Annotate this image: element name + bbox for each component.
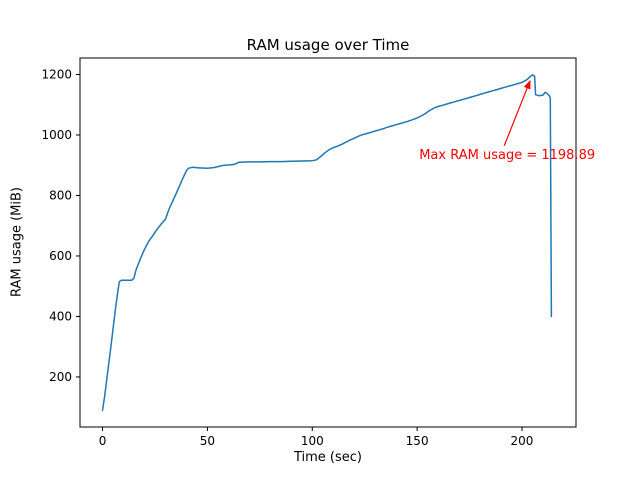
x-axis-label: Time (sec) <box>293 450 362 465</box>
axes-spines <box>79 57 577 428</box>
annotation-arrowhead-icon <box>523 79 531 90</box>
y-tick-label: 1200 <box>41 67 72 81</box>
x-tick-label: 200 <box>511 434 534 448</box>
x-tick-label: 50 <box>200 434 215 448</box>
chart-title: RAM usage over Time <box>246 36 410 54</box>
y-tick-label: 800 <box>49 188 72 202</box>
y-tick-label: 400 <box>49 309 72 323</box>
max-ram-annotation: Max RAM usage = 1198.89 <box>419 147 596 163</box>
annotation-arrow-line <box>503 87 528 146</box>
x-tick-label: 0 <box>99 434 107 448</box>
y-tick-label: 600 <box>49 249 72 263</box>
y-axis-label: RAM usage (MiB) <box>9 187 25 297</box>
x-tick-label: 100 <box>301 434 324 448</box>
x-tick-label: 150 <box>406 434 429 448</box>
y-tick-label: 1000 <box>41 128 72 142</box>
y-tick-label: 200 <box>49 370 72 384</box>
ram-usage-line <box>101 74 553 411</box>
